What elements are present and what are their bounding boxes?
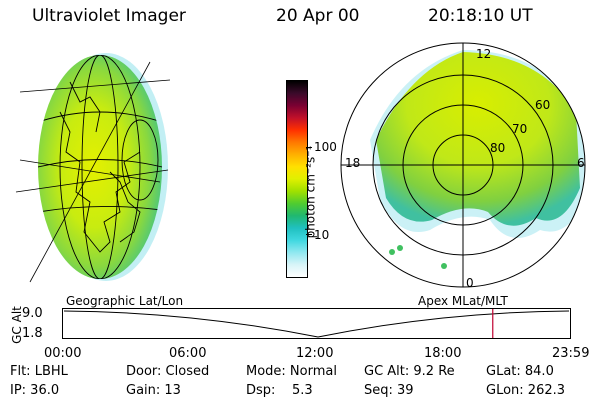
gc-alt-info: GC Alt: 9.2 Re — [364, 364, 455, 379]
door-info: Door: Closed — [126, 364, 210, 379]
mlt-label-dawn: 6 — [577, 156, 585, 170]
ip-info: IP: 36.0 — [10, 383, 60, 398]
mode-info: Mode: Normal — [246, 364, 337, 379]
image-time: 20:18:10 UT — [428, 6, 533, 26]
mlt-label-midnight: 0 — [466, 276, 474, 290]
filter-info: Flt: LBHL — [10, 364, 68, 379]
timeline-plot — [62, 308, 571, 339]
colorbar — [286, 80, 308, 278]
image-date: 20 Apr 00 — [276, 6, 360, 26]
mlat-label-80: 80 — [490, 141, 506, 155]
mlt-label-dusk: 18 — [345, 156, 361, 170]
colorbar-unit-label: photon cm⁻²s⁻¹ — [303, 145, 318, 239]
colorbar-tick-10: 10 — [314, 228, 330, 242]
timeline-xtick-4: 23:59 — [552, 346, 590, 361]
colorbar-tick-mark-10 — [306, 234, 312, 235]
seq-info: Seq: 39 — [364, 383, 414, 398]
glat-info: GLat: 84.0 — [486, 364, 554, 379]
geographic-globe-image — [15, 53, 171, 283]
altitude-curve — [63, 310, 570, 338]
dsp-info: Dsp: 5.3 — [246, 383, 313, 398]
polar-mlt-plot — [340, 42, 586, 288]
mlat-label-70: 70 — [512, 122, 528, 136]
timeline-right-title: Apex MLat/MLT — [418, 294, 508, 308]
glon-info: GLon: 262.3 — [486, 383, 566, 398]
colorbar-tick-mark-100 — [306, 147, 312, 148]
timeline-frame — [62, 308, 571, 339]
timeline-ytick-high: 9.0 — [22, 306, 43, 321]
timeline-xtick-0: 00:00 — [44, 346, 82, 361]
timeline-xtick-3: 18:00 — [424, 346, 462, 361]
timeline-xtick-1: 06:00 — [169, 346, 207, 361]
colorbar-gradient — [287, 81, 307, 277]
timeline-xtick-2: 12:00 — [296, 346, 334, 361]
timeline-left-title: Geographic Lat/Lon — [66, 294, 184, 308]
colorbar-tick-100: 100 — [314, 140, 337, 154]
mlt-label-noon: 12 — [476, 47, 492, 61]
gain-info: Gain: 13 — [126, 383, 181, 398]
timeline-ytick-low: 1.8 — [22, 326, 43, 341]
instrument-title: Ultraviolet Imager — [32, 6, 186, 26]
mlat-label-60: 60 — [535, 98, 551, 112]
